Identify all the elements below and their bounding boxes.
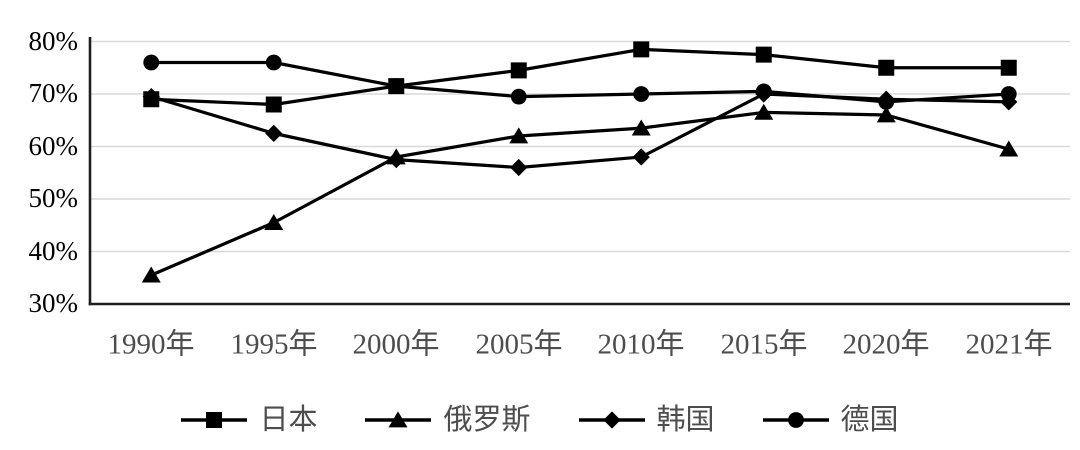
marker-square-japan	[510, 62, 527, 79]
marker-diamond-korea	[265, 124, 283, 142]
marker-triangle-russia	[754, 103, 774, 120]
y-axis-tick-label: 30%	[28, 287, 79, 318]
series-line-korea	[149, 92, 1011, 170]
x-axis-category-label: 2000年	[352, 328, 440, 361]
marker-triangle-russia	[509, 127, 529, 144]
marker-square-japan	[878, 59, 895, 76]
marker-diamond-korea	[632, 148, 650, 166]
legend-label: 韩国	[656, 403, 715, 436]
legend-diamond-marker-icon	[578, 411, 645, 429]
x-axis-category-label: 2015年	[720, 328, 808, 361]
y-axis-tick-label: 60%	[28, 130, 79, 161]
marker-triangle-russia	[264, 214, 284, 231]
marker-square-japan	[265, 96, 282, 113]
marker-triangle-russia	[141, 266, 161, 283]
marker-diamond-korea	[510, 158, 528, 177]
legend-item-germany: 德国	[762, 403, 899, 436]
x-axis-category-label: 2010年	[597, 328, 685, 361]
marker-circle-germany-legend	[787, 412, 804, 428]
y-axis-tick-label: 40%	[28, 235, 79, 266]
legend-triangle-marker-icon	[365, 411, 432, 428]
marker-square-japan	[1000, 59, 1017, 76]
legend-label: 德国	[840, 403, 899, 436]
marker-circle-germany	[143, 54, 160, 71]
series-line-japan	[149, 47, 1011, 107]
marker-square-japan	[633, 41, 650, 58]
legend-label: 日本	[259, 403, 318, 436]
chart-legend: 日本 俄罗斯 韩国 德国	[0, 401, 1080, 439]
x-axis-category-label: 2020年	[842, 328, 930, 361]
legend-item-russia: 俄罗斯	[365, 403, 531, 436]
y-axis-tick-label: 80%	[28, 25, 79, 56]
marker-circle-germany	[633, 86, 650, 102]
marker-diamond-korea-legend	[602, 411, 621, 429]
legend-circle-marker-icon	[762, 412, 829, 428]
marker-circle-germany	[265, 54, 282, 71]
marker-circle-germany	[878, 93, 895, 110]
marker-triangle-russia	[631, 119, 651, 136]
series-line-germany	[149, 60, 1011, 104]
marker-triangle-russia	[876, 106, 896, 123]
legend-item-korea: 韩国	[578, 403, 715, 436]
legend-square-marker-icon	[181, 412, 248, 428]
marker-diamond-korea	[142, 88, 160, 106]
legend-item-japan: 日本	[181, 403, 318, 436]
legend-label: 俄罗斯	[443, 403, 531, 436]
marker-triangle-russia-legend	[388, 411, 408, 428]
y-axis-tick-label: 70%	[28, 77, 79, 108]
marker-diamond-korea	[387, 151, 405, 169]
x-axis-category-label: 2005年	[475, 328, 563, 361]
marker-square-japan-legend	[206, 412, 223, 428]
x-axis-category-label: 1995年	[230, 328, 318, 361]
marker-circle-germany	[510, 88, 527, 105]
series-line-russia	[149, 110, 1011, 277]
marker-circle-germany	[1000, 86, 1017, 102]
marker-circle-germany	[755, 83, 772, 100]
marker-square-japan	[755, 46, 772, 63]
marker-triangle-russia	[999, 140, 1019, 157]
x-axis-category-label: 1990年	[107, 328, 195, 361]
marker-circle-germany	[388, 78, 405, 95]
x-axis-category-label: 2021年	[965, 328, 1053, 361]
y-axis-tick-label: 50%	[28, 182, 79, 213]
